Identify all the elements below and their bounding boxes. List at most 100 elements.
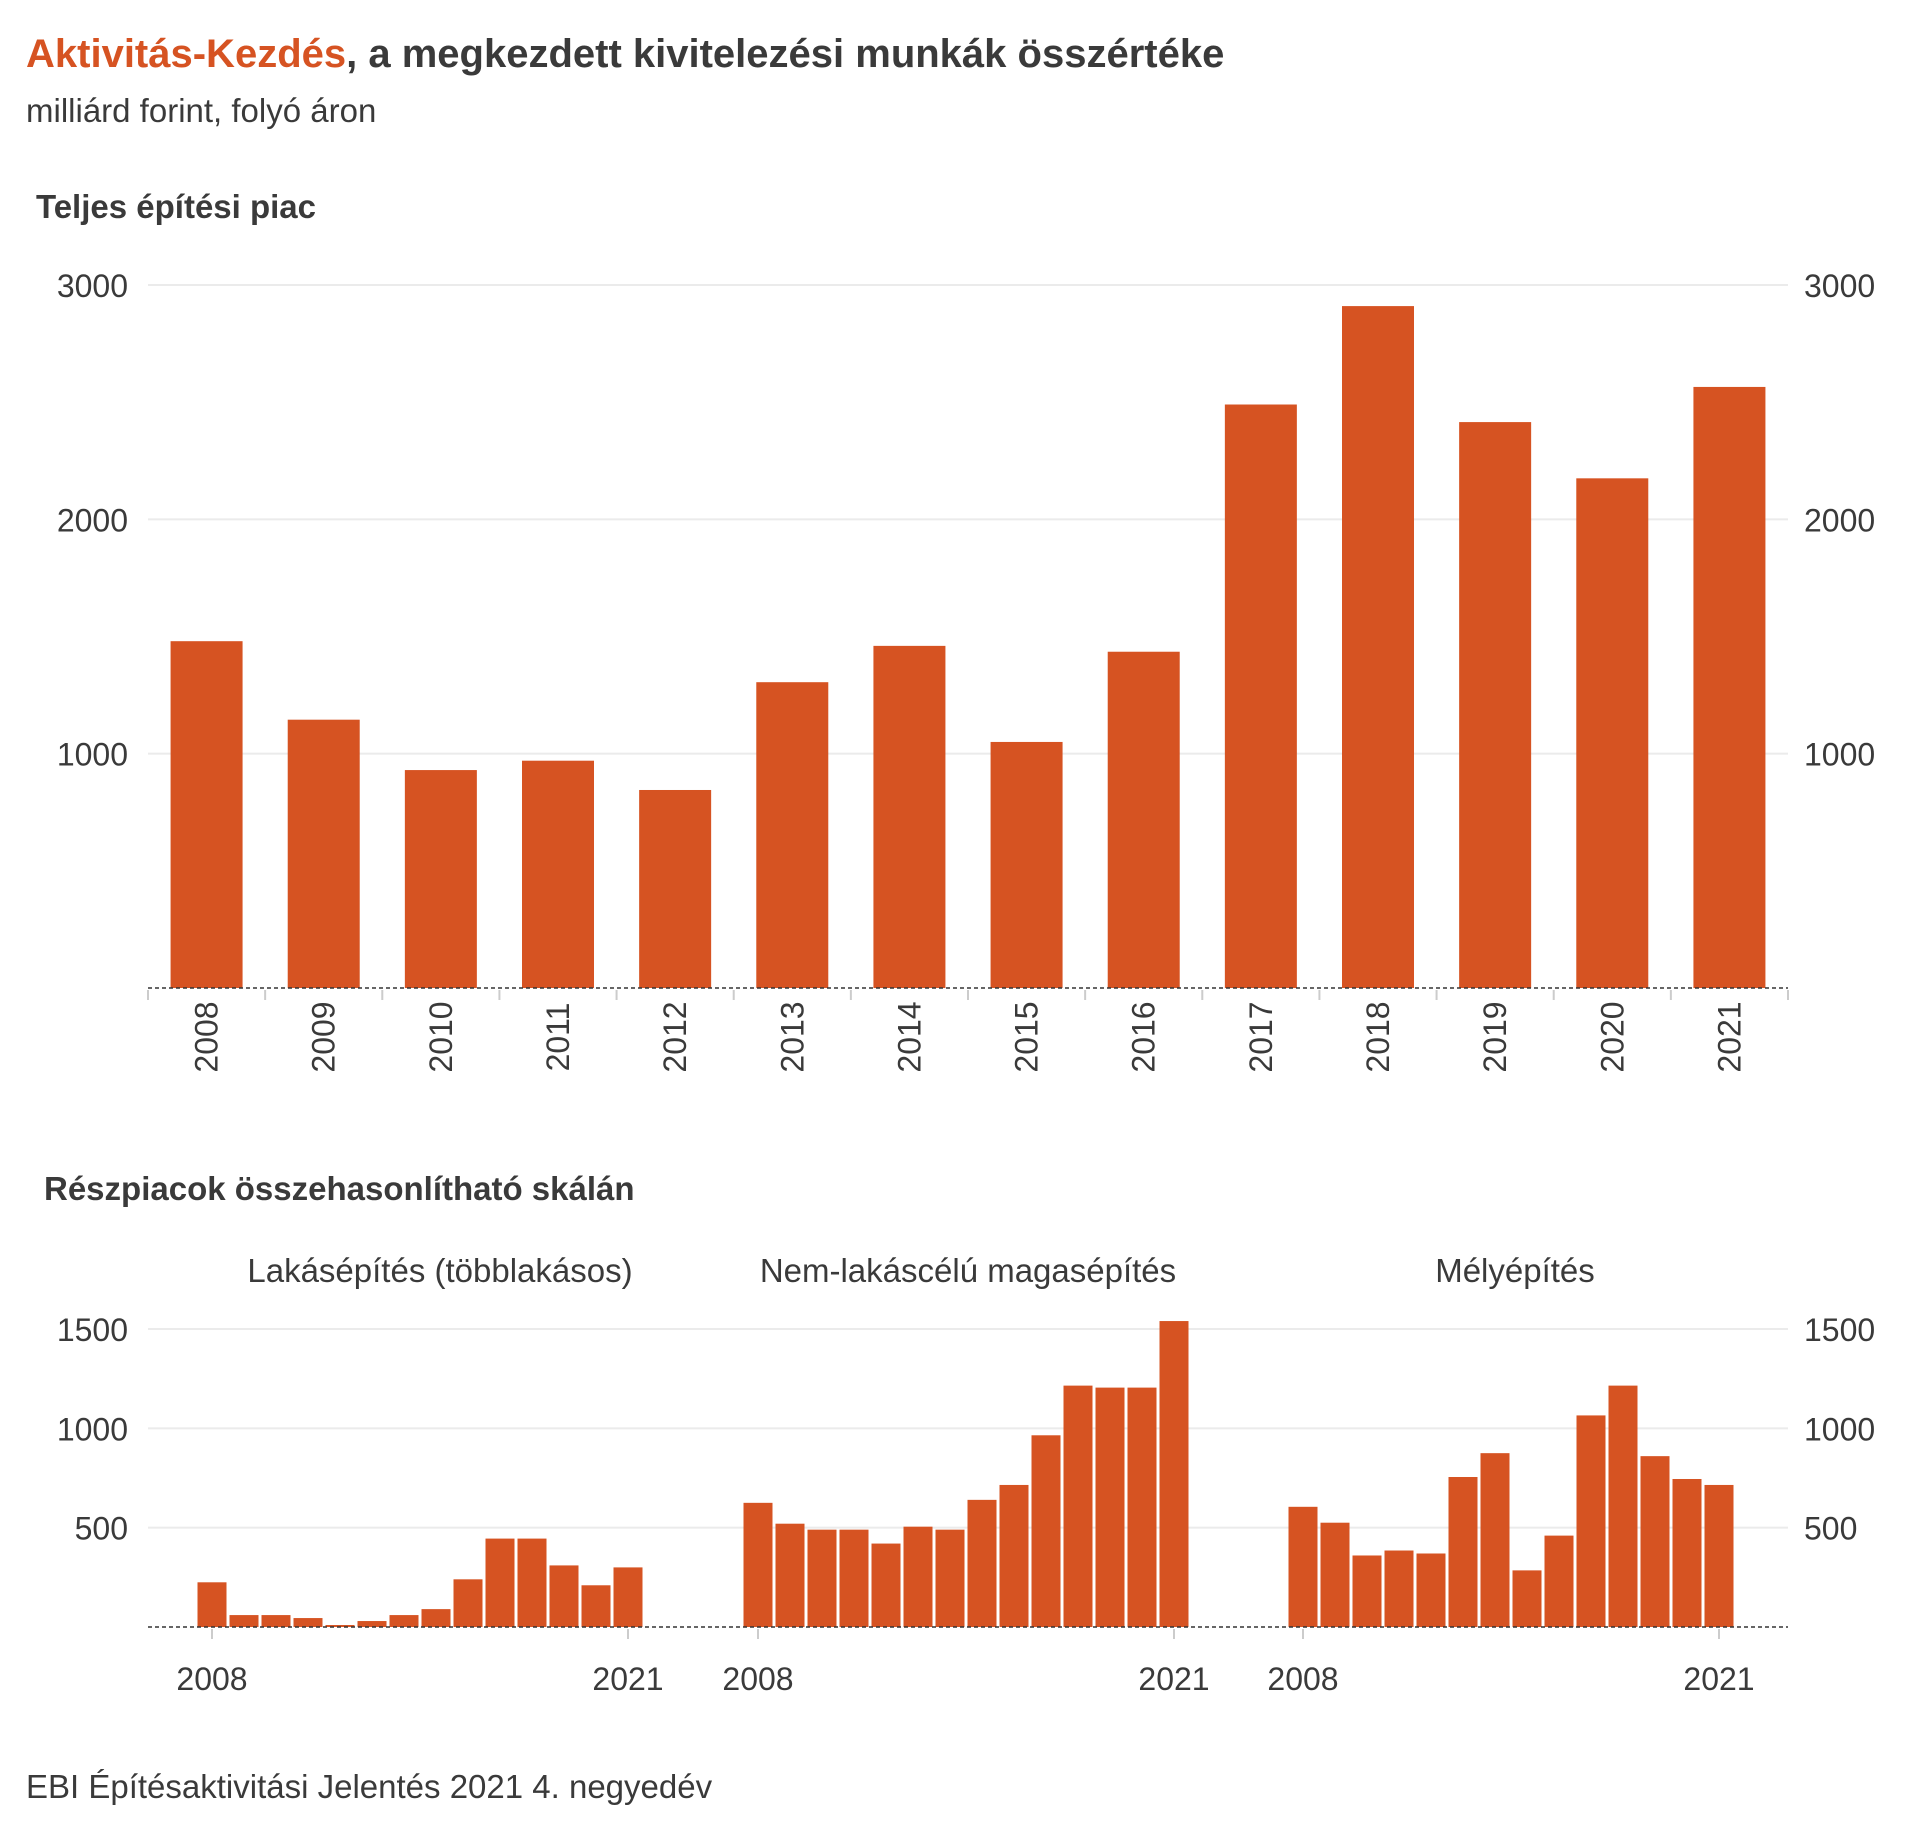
x-tick-label-bottom: 2021	[1138, 1661, 1209, 1697]
panel-1: Lakásépítés (többlakásos) 2008 2021	[176, 1252, 663, 1697]
bar-2013	[903, 1526, 933, 1627]
x-tick-label-top: 2017	[1243, 1001, 1279, 1072]
y-tick-label-right-bottom: 1000	[1804, 1411, 1875, 1447]
bar-2011	[522, 760, 594, 988]
bar-2021	[613, 1567, 643, 1627]
title-accent: Aktivitás-Kezdés	[26, 32, 347, 76]
bar-2008	[1288, 1506, 1318, 1627]
bar-2019	[1640, 1456, 1670, 1627]
bar-2014	[389, 1615, 419, 1627]
bar-2020	[581, 1585, 611, 1627]
bar-2020	[1576, 478, 1649, 988]
bar-2020	[1672, 1478, 1702, 1627]
bar-2019	[1095, 1387, 1125, 1627]
bottom-chart-title: Részpiacok összehasonlítható skálán	[44, 1170, 635, 1207]
bar-2020	[1127, 1387, 1157, 1627]
chart-subtitle: milliárd forint, folyó áron	[26, 92, 377, 129]
bar-2010	[261, 1615, 291, 1627]
bar-2013	[756, 682, 829, 988]
bar-2021	[1159, 1321, 1189, 1627]
x-tick-label-top: 2014	[891, 1001, 927, 1072]
bar-2012	[639, 789, 712, 988]
x-tick-label-top: 2020	[1594, 1001, 1630, 1072]
panel-title: Nem-lakáscélú magasépítés	[760, 1252, 1176, 1289]
bar-2012	[325, 1625, 355, 1627]
bar-2011	[293, 1618, 323, 1627]
bar-2016	[1544, 1535, 1574, 1627]
bar-2009	[229, 1615, 259, 1627]
y-tick-label-left-bottom: 500	[75, 1511, 128, 1547]
bar-2009	[287, 719, 360, 988]
x-tick-label-top: 2008	[189, 1001, 225, 1072]
bar-2008	[197, 1582, 227, 1627]
y-tick-label-right-bottom: 1500	[1804, 1312, 1875, 1348]
x-tick-label-top: 2012	[657, 1001, 693, 1072]
x-tick-label-top: 2016	[1126, 1001, 1162, 1072]
bar-2016	[999, 1484, 1029, 1627]
y-tick-label-right-top: 2000	[1804, 502, 1875, 538]
bar-2012	[1416, 1553, 1446, 1627]
panel-2: Nem-lakáscélú magasépítés 2008 2021	[722, 1252, 1209, 1697]
panel-title: Lakásépítés (többlakásos)	[247, 1252, 632, 1289]
bar-2013	[357, 1621, 387, 1627]
bar-2018	[1342, 306, 1414, 989]
x-tick-label-bottom: 2008	[1267, 1661, 1338, 1697]
bar-2021	[1704, 1484, 1734, 1627]
title-rest: , a megkezdett kivitelezési munkák összé…	[346, 32, 1225, 76]
x-tick-label-top: 2019	[1477, 1001, 1513, 1072]
bar-2019	[1459, 422, 1532, 989]
x-tick-label-bottom: 2008	[176, 1661, 247, 1697]
y-tick-label-left-top: 2000	[57, 502, 128, 538]
bar-2010	[404, 770, 477, 988]
bar-2018	[1608, 1385, 1638, 1627]
bar-2010	[1352, 1555, 1382, 1627]
bar-2014	[935, 1529, 965, 1627]
bar-2009	[1320, 1522, 1350, 1627]
y-tick-label-left-bottom: 1000	[57, 1411, 128, 1447]
x-tick-label-top: 2018	[1360, 1001, 1396, 1072]
bar-2011	[1384, 1550, 1414, 1627]
bar-2017	[485, 1538, 515, 1627]
y-tick-label-left-bottom: 1500	[57, 1312, 128, 1348]
bar-2017	[1576, 1415, 1606, 1627]
bar-2016	[1107, 651, 1180, 988]
x-tick-label-top: 2021	[1711, 1001, 1747, 1072]
bar-2012	[871, 1543, 901, 1627]
chart-title: Aktivitás-Kezdés, a megkezdett kivitelez…	[26, 32, 1224, 77]
panel-3: Mélyépítés 2008 2021	[1267, 1252, 1754, 1697]
bar-2016	[453, 1579, 483, 1627]
x-tick-label-top: 2009	[306, 1001, 342, 1072]
bar-2014	[873, 645, 946, 988]
x-tick-label-top: 2010	[423, 1001, 459, 1072]
bar-2008	[170, 641, 243, 988]
panel-title: Mélyépítés	[1435, 1252, 1595, 1289]
bar-2015	[421, 1609, 451, 1627]
bar-2019	[549, 1565, 579, 1627]
bar-2009	[775, 1523, 805, 1627]
bar-2008	[743, 1502, 773, 1627]
x-tick-label-top: 2013	[774, 1001, 810, 1072]
y-tick-label-right-bottom: 500	[1804, 1511, 1857, 1547]
bar-2013	[1448, 1477, 1478, 1627]
x-tick-label-top: 2011	[540, 1003, 576, 1072]
y-tick-label-right-top: 1000	[1804, 737, 1875, 773]
source-footer: EBI Építésaktivitási Jelentés 2021 4. ne…	[26, 1768, 713, 1805]
bar-2015	[990, 741, 1063, 988]
bar-2018	[517, 1538, 547, 1627]
y-tick-label-left-top: 1000	[57, 737, 128, 773]
bar-2018	[1063, 1385, 1093, 1627]
bar-2015	[1512, 1570, 1542, 1627]
top-chart-title: Teljes építési piac	[36, 188, 317, 225]
bar-2017	[1224, 404, 1297, 988]
bar-2021	[1693, 386, 1766, 988]
x-tick-label-bottom: 2021	[592, 1661, 663, 1697]
bar-2017	[1031, 1435, 1061, 1627]
bar-2014	[1480, 1453, 1510, 1627]
x-tick-label-bottom: 2008	[722, 1661, 793, 1697]
x-tick-label-bottom: 2021	[1683, 1661, 1754, 1697]
bar-2011	[839, 1529, 869, 1627]
bar-2010	[807, 1529, 837, 1627]
y-tick-label-right-top: 3000	[1804, 268, 1875, 304]
x-tick-label-top: 2015	[1009, 1001, 1045, 1072]
